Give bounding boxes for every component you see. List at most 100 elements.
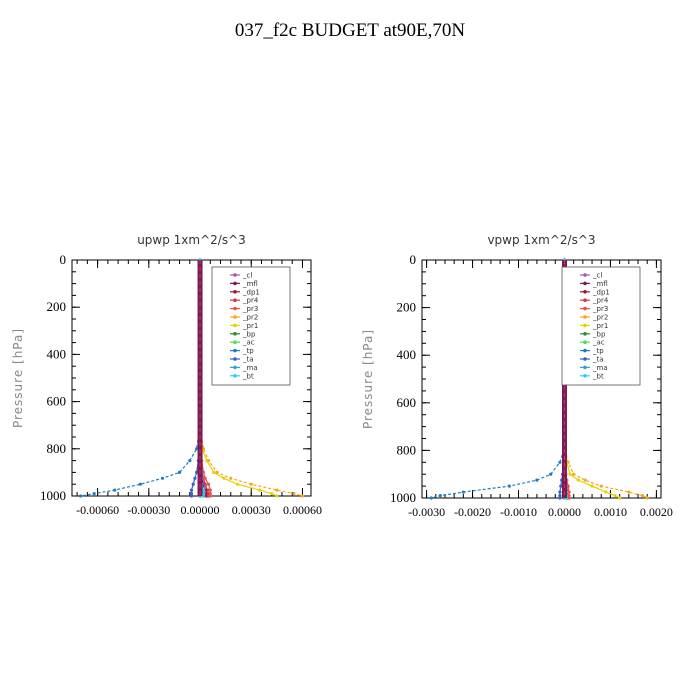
data-point bbox=[208, 494, 212, 498]
data-point bbox=[567, 490, 571, 494]
x-tick-label: 0.00000 bbox=[181, 503, 220, 517]
legend-label: _bt bbox=[242, 372, 254, 380]
y-tick-label: 600 bbox=[47, 394, 67, 409]
legend-marker bbox=[583, 290, 587, 294]
legend-marker bbox=[583, 357, 587, 361]
data-point bbox=[429, 496, 433, 500]
legend-marker bbox=[583, 298, 587, 303]
legend-label: _tp bbox=[592, 347, 604, 355]
data-point bbox=[438, 494, 442, 498]
data-point bbox=[275, 488, 279, 492]
data-point bbox=[201, 492, 206, 496]
data-point bbox=[195, 447, 199, 451]
legend-label: _tp bbox=[242, 347, 254, 355]
figure-title: 037_f2c BUDGET at90E,70N bbox=[234, 20, 466, 41]
y-tick-label: 1000 bbox=[390, 490, 416, 505]
legend-label: _dp1 bbox=[242, 288, 260, 296]
legend-marker bbox=[583, 374, 587, 378]
legend-marker bbox=[233, 340, 237, 345]
legend-marker bbox=[233, 298, 237, 303]
data-point bbox=[627, 490, 631, 494]
series-line-tp bbox=[80, 260, 201, 497]
data-point bbox=[618, 496, 622, 500]
legend-marker bbox=[583, 315, 587, 319]
y-tick-label: 1000 bbox=[40, 488, 66, 503]
data-point bbox=[507, 484, 511, 488]
legend-label: _dp1 bbox=[592, 288, 610, 296]
data-point bbox=[206, 482, 211, 486]
data-point bbox=[549, 472, 553, 476]
legend-label: _bp bbox=[592, 330, 606, 338]
legend-marker bbox=[583, 281, 587, 286]
data-point bbox=[208, 488, 212, 492]
data-point bbox=[92, 492, 96, 496]
data-point bbox=[160, 476, 165, 480]
data-point bbox=[195, 470, 199, 474]
legend-marker bbox=[233, 374, 237, 378]
data-point bbox=[292, 492, 296, 496]
data-point bbox=[203, 476, 207, 480]
legend-marker bbox=[583, 323, 587, 328]
data-point bbox=[203, 482, 207, 486]
data-point bbox=[188, 459, 192, 463]
data-point bbox=[604, 490, 608, 494]
legend-label: _pr1 bbox=[592, 322, 608, 330]
x-tick-label: 0.0000 bbox=[548, 505, 581, 519]
x-tick-label: 0.00060 bbox=[283, 503, 322, 517]
y-tick-label: 200 bbox=[397, 300, 417, 315]
legend-label: _cl bbox=[592, 272, 602, 280]
data-point bbox=[215, 470, 219, 474]
legend-marker bbox=[583, 306, 587, 311]
data-point bbox=[205, 459, 209, 463]
legend-marker bbox=[233, 323, 237, 328]
y-tick-label: 0 bbox=[60, 252, 67, 267]
legend-label: _bt bbox=[592, 372, 604, 380]
legend-label: _ma bbox=[242, 364, 258, 372]
x-tick-label: -0.0030 bbox=[408, 505, 445, 519]
data-point bbox=[201, 494, 206, 498]
legend-marker bbox=[233, 315, 237, 319]
panel-vpwp: vpwp 1xm^2/s^3 Pressure [hPa] 0 200 400 600 80… bbox=[361, 233, 673, 519]
y-tick-label: 600 bbox=[397, 395, 417, 410]
data-point bbox=[113, 488, 117, 492]
data-point bbox=[208, 492, 212, 496]
data-point bbox=[568, 472, 572, 476]
data-point bbox=[78, 494, 83, 498]
legend-marker bbox=[583, 348, 587, 353]
legend-label: _pr3 bbox=[592, 305, 608, 313]
data-point bbox=[300, 494, 305, 498]
data-point bbox=[567, 494, 571, 498]
panel-title: vpwp 1xm^2/s^3 bbox=[487, 233, 595, 247]
data-point bbox=[270, 492, 274, 496]
legend-label: _pr1 bbox=[242, 322, 258, 330]
x-tick-label: 0.0010 bbox=[594, 505, 627, 519]
y-tick-label: 800 bbox=[47, 441, 67, 456]
data-point bbox=[572, 472, 576, 476]
data-point bbox=[222, 476, 226, 480]
data-point bbox=[249, 482, 253, 486]
data-point bbox=[558, 496, 562, 500]
data-point bbox=[566, 484, 570, 488]
legend-marker bbox=[583, 365, 587, 370]
legend-marker bbox=[233, 306, 237, 311]
data-point bbox=[583, 478, 587, 482]
data-point bbox=[576, 478, 580, 482]
x-tick-label: -0.0010 bbox=[500, 505, 537, 519]
y-tick-label: 800 bbox=[397, 442, 417, 457]
legend-marker bbox=[233, 273, 237, 277]
data-point bbox=[189, 492, 194, 496]
legend-marker bbox=[233, 365, 237, 370]
zero-profile-bundle bbox=[197, 260, 203, 496]
data-point bbox=[189, 494, 194, 498]
data-point bbox=[138, 482, 142, 486]
x-tick-label: -0.00060 bbox=[76, 503, 119, 517]
legend-marker bbox=[233, 290, 237, 294]
legend-label: _pr4 bbox=[592, 297, 609, 305]
data-point bbox=[558, 490, 562, 494]
legend-label: _ta bbox=[592, 356, 604, 364]
data-point bbox=[189, 488, 194, 492]
data-point bbox=[613, 494, 617, 498]
legend-label: _ac bbox=[242, 339, 255, 347]
data-point bbox=[461, 490, 465, 494]
legend-box bbox=[561, 266, 641, 386]
